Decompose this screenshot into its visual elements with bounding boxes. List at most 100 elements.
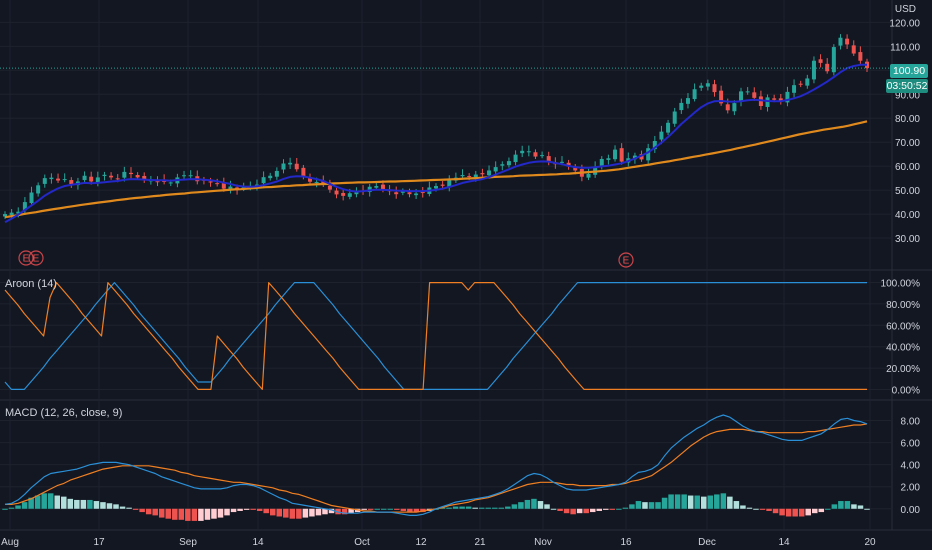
macd-histogram-bar [328,508,335,514]
aroon-legend-title[interactable]: Aroon (14) [5,278,57,290]
macd-legend-title[interactable]: MACD (12, 26, close, 9) [5,407,123,419]
x-tick-label: Sep [179,537,197,548]
candle-body [115,178,120,180]
candle-body [619,148,624,162]
macd-histogram-bar [583,508,589,514]
candle-body [692,89,697,100]
price-tick-label: 110.00 [890,42,920,53]
last-price-tag: 100.90 [890,64,928,78]
candle-body [659,131,664,140]
macd-histogram-bar [54,495,60,509]
macd-histogram-bar [805,508,811,516]
x-tick-label: 12 [415,537,427,548]
macd-histogram-bar [727,496,733,509]
candle-body [487,170,492,176]
macd-histogram-bar [570,508,576,515]
macd-histogram-bar [687,495,694,509]
macd-tick-label: 2.00 [901,483,921,494]
candle-body [732,103,737,112]
macd-histogram-bar [126,507,132,509]
macd-histogram-bar [296,508,302,519]
macd-histogram-bar [158,508,165,518]
macd-histogram-bar [557,508,563,511]
price-tick-label: 120.00 [889,18,920,29]
candle-body [354,192,359,195]
candle-body [434,186,438,189]
macd-histogram-bar [498,507,505,509]
macd-histogram-bar [524,499,531,509]
macd-histogram-bar [191,508,198,521]
macd-histogram-bar [864,508,870,510]
x-tick-label: 17 [93,537,105,548]
macd-histogram-bar [851,504,857,509]
macd-histogram-bar [668,494,674,509]
macd-histogram-bar [361,508,367,510]
macd-histogram-bar [831,504,838,509]
candle-body [818,59,823,63]
macd-histogram-bar [2,508,8,510]
slow-moving-average-line [4,120,868,219]
macd-histogram-bar [720,493,727,509]
macd-histogram-bar [759,508,766,510]
x-tick-label: Dec [698,537,716,548]
macd-histogram-bar [818,508,825,513]
macd-histogram-bar [714,494,720,509]
currency-label: USD [894,4,916,15]
candle-body [473,174,478,178]
x-tick-label: Aug [1,537,19,548]
aroon-up-line [4,282,867,390]
macd-histogram-bar [322,508,328,515]
macd-histogram-bar [341,508,348,515]
candle-body [347,193,352,197]
macd-histogram-bar [779,508,785,516]
candle-body [772,98,777,100]
macd-histogram-bar [616,508,622,510]
aroon-tick-label: 60.00% [886,321,920,332]
macd-histogram-bar [681,494,687,509]
candle-body [374,186,379,188]
candle-body [838,37,843,46]
candle-body [89,176,94,182]
candle-body [566,162,571,167]
macd-histogram-bar [394,508,400,510]
candle-body [520,150,525,154]
candle-body [811,60,816,80]
macd-histogram-bar [753,508,759,510]
candle-body [712,84,717,93]
aroon-tick-label: 80.00% [886,300,920,311]
candle-body [679,102,684,111]
macd-histogram-bar [635,501,642,509]
candle-body [49,177,54,180]
candle-body [380,184,385,190]
macd-histogram-bar [28,497,34,509]
candle-body [294,163,299,170]
candle-body [3,214,7,217]
candle-body [546,156,551,162]
candle-body [301,167,306,177]
x-tick-label: 14 [252,537,264,548]
candle-body [182,175,187,177]
macd-histogram-bar [367,508,374,510]
macd-histogram-bar [609,508,616,510]
macd-histogram-bar [518,502,524,509]
macd-histogram-bar [746,507,753,509]
price-tick-label: 30.00 [895,234,920,245]
macd-histogram-bar [798,508,805,517]
macd-histogram-bar [374,508,380,510]
candle-body [314,181,319,183]
aroon-tick-label: 20.00% [886,364,920,375]
macd-histogram-bar [132,508,139,510]
macd-histogram-bar [387,508,394,510]
candle-body [719,90,724,104]
candle-body [394,192,399,195]
candle-body [493,167,498,172]
macd-histogram-bar [576,508,583,514]
candle-body [540,155,545,157]
macd-histogram-bar [413,508,420,513]
candle-body [102,174,107,176]
candle-body [155,181,160,183]
x-tick-label: 21 [474,537,486,548]
x-tick-label: Nov [534,537,552,548]
candle-body [639,154,644,160]
macd-histogram-bar [119,506,126,509]
